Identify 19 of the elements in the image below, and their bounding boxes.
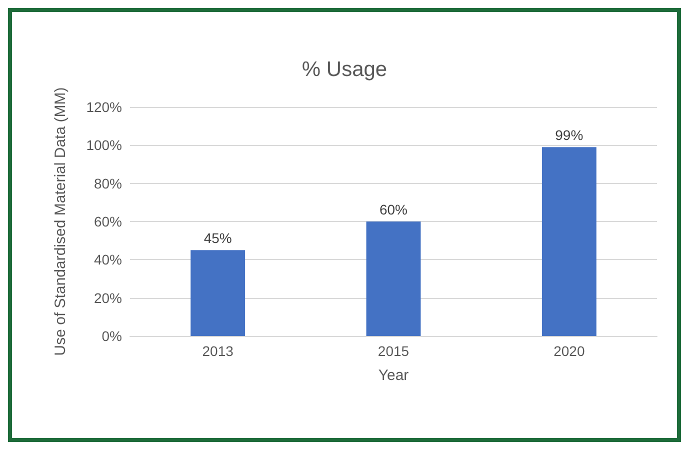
y-tick-label: 60% [94, 214, 122, 230]
bar [190, 250, 246, 336]
y-axis-title: Use of Standardised Material Data (MM) [52, 87, 69, 356]
x-axis-title: Year [378, 367, 409, 384]
x-tick-label: 2020 [554, 343, 585, 359]
x-tick-label: 2015 [378, 343, 410, 359]
data-label: 45% [204, 230, 232, 246]
y-tick-label: 40% [94, 252, 122, 268]
y-tick-label: 20% [94, 290, 122, 306]
y-tick-label: 120% [86, 99, 122, 115]
bar [542, 147, 596, 336]
y-tick-label: 100% [86, 137, 122, 154]
y-tick-label: 80% [94, 175, 122, 192]
data-label: 60% [379, 202, 408, 218]
data-label: 99% [555, 127, 584, 144]
x-tick-label: 2013 [202, 343, 234, 359]
bar [366, 222, 421, 336]
y-tick-label: 0% [102, 328, 122, 344]
chart-title: % Usage [302, 58, 388, 81]
